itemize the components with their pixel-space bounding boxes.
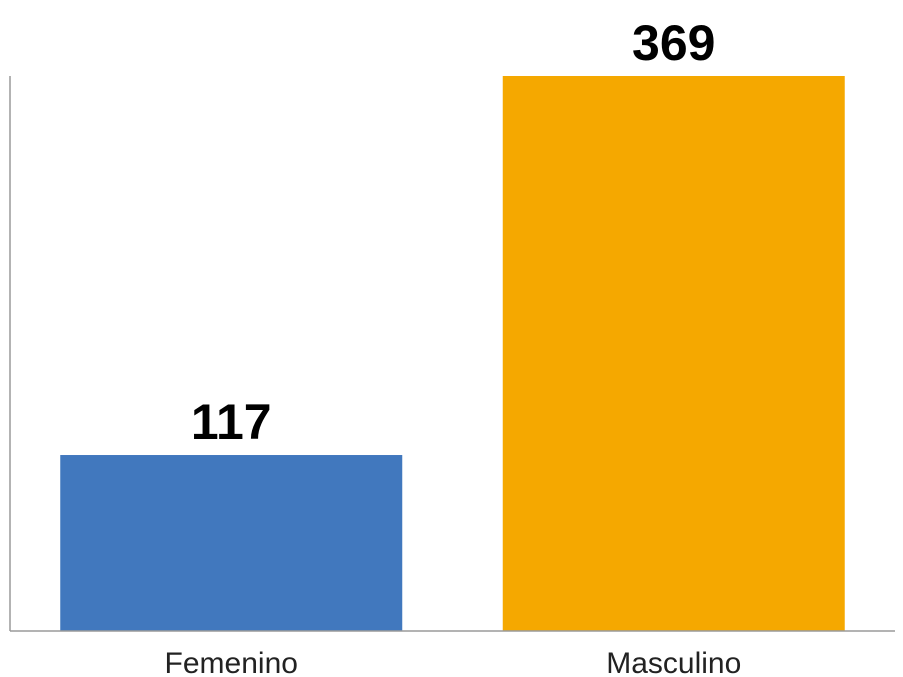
x-tick-label-masculino: Masculino	[606, 647, 741, 677]
value-label-femenino: 117	[191, 394, 272, 450]
value-label-masculino: 369	[632, 15, 715, 71]
bars-group	[60, 76, 845, 631]
bar-femenino	[60, 455, 403, 631]
x-tick-labels-group: Femenino Masculino	[165, 647, 742, 677]
value-labels-group: 117 369	[191, 15, 716, 450]
bar-masculino	[502, 76, 845, 631]
x-tick-label-femenino: Femenino	[165, 647, 298, 677]
